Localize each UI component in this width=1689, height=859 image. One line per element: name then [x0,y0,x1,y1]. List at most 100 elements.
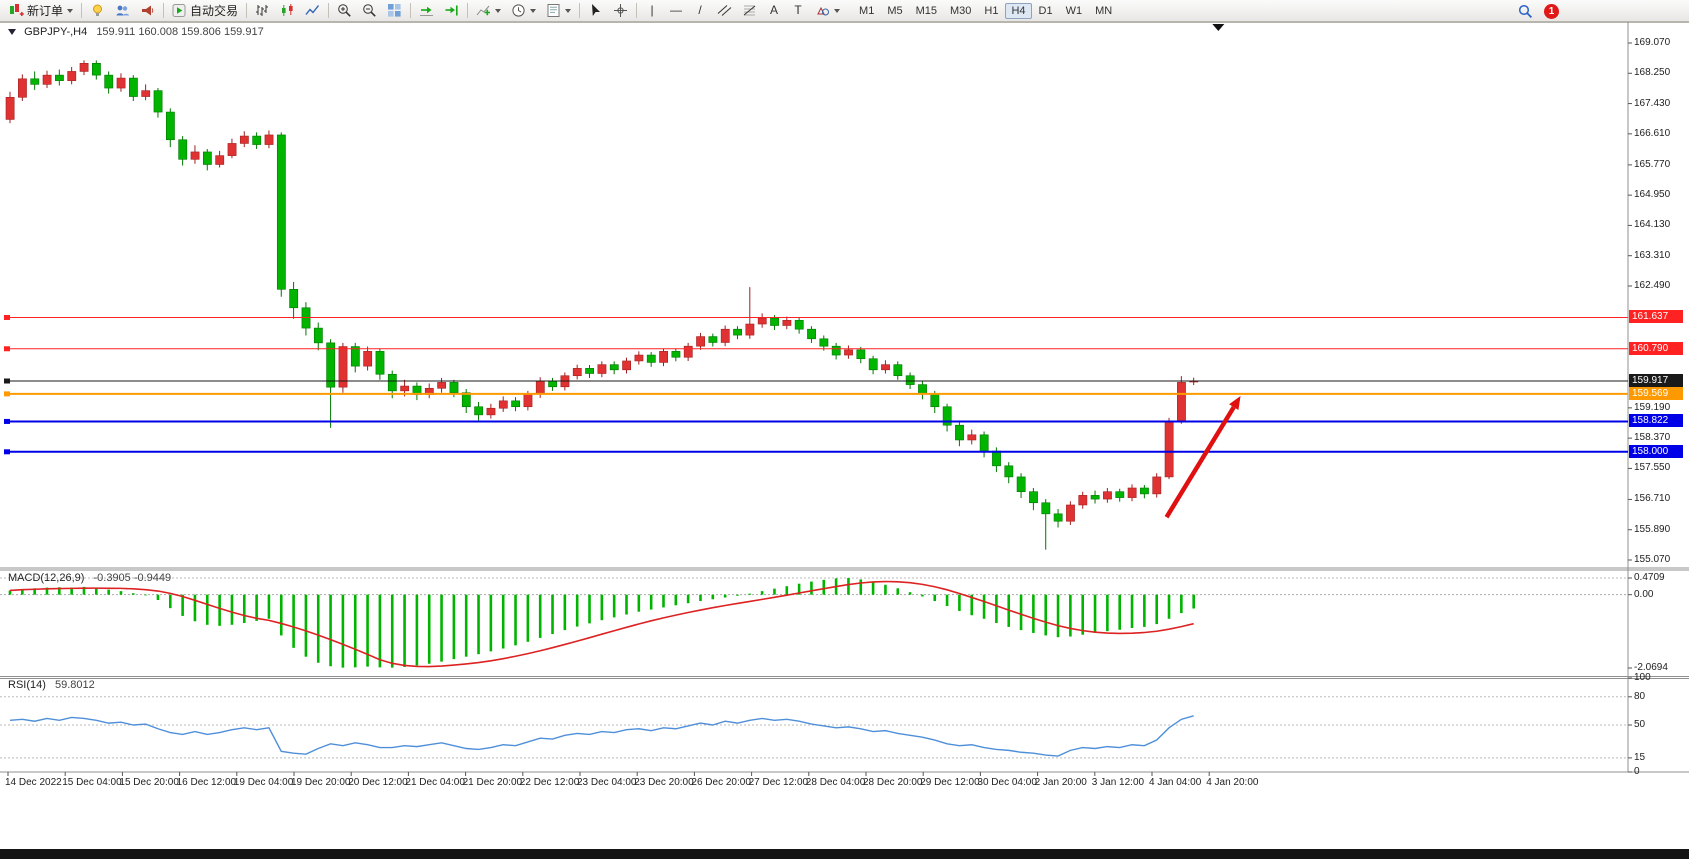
collapse-chart-icon [8,29,16,36]
candle-body [1016,476,1026,492]
indicators-button[interactable] [471,1,506,20]
timeframe-m30-button[interactable]: M30 [944,3,977,19]
auto-scroll-button[interactable] [414,1,439,20]
candle-body [1152,476,1162,495]
search-button[interactable] [1513,2,1538,21]
timeframe-m1-button[interactable]: M1 [853,3,880,19]
price-axis-label: 162.490 [1634,279,1671,291]
time-axis-label: 19 Dec 04:00 [233,777,294,788]
price-line-tag: 159.569 [1629,386,1683,400]
timeframe-toolbar: M1 M5 M15 M30 H1 H4 D1 W1 MN [853,2,1118,19]
macd-signal-line [9,580,1194,668]
time-axis-label: 14 Dec 2022 [5,777,62,788]
users-button[interactable] [110,1,135,20]
time-axis-label: 21 Dec 04:00 [405,777,465,788]
toolbar-separator [328,3,330,18]
vertical-line-icon: | [650,3,654,17]
trendline-button[interactable]: / [688,1,712,20]
megaphone-button[interactable] [135,1,160,20]
candle-body [79,63,89,72]
symbol-timeframe-label: GBPJPY-,H4 [24,26,88,38]
time-axis-label: 21 Dec 20:00 [462,777,523,788]
candle-body [548,380,558,388]
candle-body [252,135,262,145]
hline-handle[interactable] [4,378,10,384]
chart-shift-icon [445,5,458,16]
candle-body [733,328,742,336]
candle-body [881,364,890,371]
toolbar-separator [246,3,248,18]
shapes-icon [817,6,830,16]
periods-button[interactable] [506,1,541,20]
hline-handle[interactable] [4,418,10,424]
timeframe-m15-button[interactable]: M15 [910,3,943,19]
candle-body [141,90,151,97]
rsi-line [9,715,1194,757]
trend-arrow-annotation[interactable] [1164,405,1236,519]
timeframe-h4-button[interactable]: H4 [1005,2,1032,19]
tile-windows-button[interactable] [382,1,407,20]
chart-shift-button[interactable] [439,1,464,20]
candle-body [708,336,718,343]
candle-body [1140,487,1149,495]
new-order-button[interactable]: 新订单 [4,1,78,20]
lightbulb-button[interactable] [85,1,110,20]
hline-handle[interactable] [4,391,10,397]
equidistant-channel-button[interactable] [712,1,737,20]
timeframe-mn-button[interactable]: MN [1089,3,1118,19]
caret-down-icon [67,8,74,13]
crosshair-button[interactable] [608,1,633,20]
fibonacci-button[interactable] [737,1,762,20]
crosshair-icon [614,4,628,17]
candle-body [1164,421,1174,478]
text-label-button[interactable]: T [786,1,810,20]
timeframe-h1-button[interactable]: H1 [978,3,1004,19]
candle-body [1189,380,1199,383]
zoom-in-button[interactable] [332,1,357,20]
auto-scroll-icon [420,6,434,16]
candle-body [30,78,40,85]
candle-body [350,346,360,367]
templates-button[interactable] [541,1,576,20]
autotrading-button[interactable]: 自动交易 [167,1,243,20]
chart-window[interactable]: GBPJPY-,H4 159.911 160.008 159.806 159.9… [0,22,1689,849]
candle-body [461,392,471,408]
time-axis-label: 29 Dec 12:00 [920,777,980,788]
shapes-button[interactable] [810,1,845,20]
candle-body [782,320,792,326]
toolbar-separator [636,3,638,18]
candlestick-chart-button[interactable] [275,1,300,20]
vertical-line-button[interactable]: | [640,1,664,20]
timeframe-w1-button[interactable]: W1 [1060,3,1089,19]
candle-body [326,342,336,388]
zoom-out-button[interactable] [357,1,382,20]
candle-body [474,406,484,416]
price-axis-label: 158.370 [1634,432,1671,444]
rsi-axis-label: 80 [1634,690,1646,702]
channel-icon [717,5,732,16]
candle-body [1004,465,1014,478]
text-button[interactable]: A [762,1,786,20]
users-icon [116,5,130,16]
price-axis-label: 155.070 [1634,554,1671,565]
hline-handle[interactable] [4,314,10,320]
time-axis-label: 15 Dec 20:00 [119,777,179,788]
notification-badge[interactable]: 1 [1544,3,1559,19]
time-axis-label: 3 Jan 12:00 [1091,777,1145,788]
candle-body [979,434,989,452]
candle-body [794,320,804,330]
candle-body [585,368,595,374]
horizontal-line-button[interactable]: — [664,1,688,20]
hline-handle[interactable] [4,449,10,455]
bar-chart-button[interactable] [250,1,275,20]
cursor-button[interactable] [583,1,608,20]
timeframe-m5-button[interactable]: M5 [881,3,908,19]
candle-body [264,134,274,145]
candle-body [55,74,64,81]
line-chart-button[interactable] [300,1,325,20]
timeframe-d1-button[interactable]: D1 [1033,3,1059,19]
time-axis-label: 23 Dec 20:00 [634,777,694,788]
hline-handle[interactable] [4,346,10,352]
candle-body [868,358,878,371]
trend-arrow-head[interactable] [1229,396,1241,410]
